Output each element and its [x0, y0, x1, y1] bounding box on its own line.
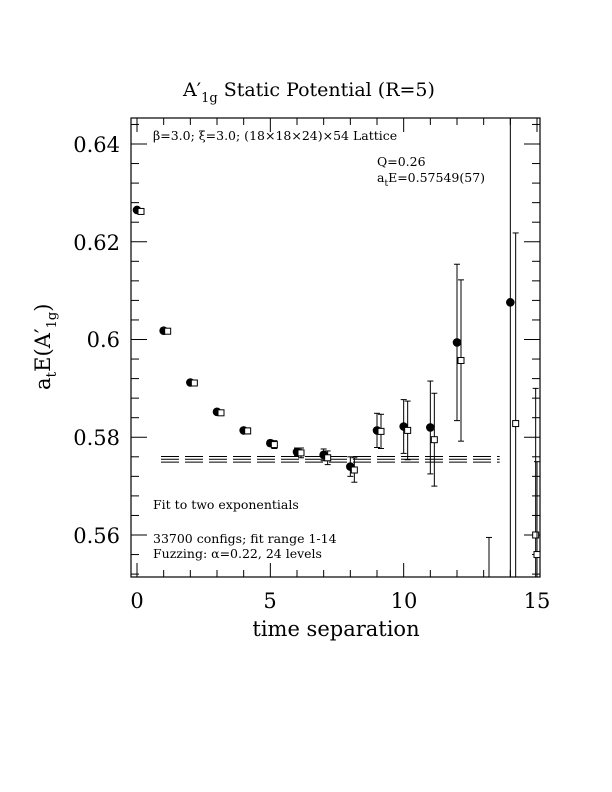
data-points: [132, 118, 541, 577]
data-point-square: [404, 426, 412, 434]
data-point-square: [457, 357, 465, 365]
energy-sub: t: [384, 179, 388, 189]
x-tick-label: 15: [524, 589, 551, 613]
energy-annotation: atE=0.57549(57): [377, 170, 485, 189]
y-tick-label: 0.58: [73, 426, 120, 450]
data-point-square: [190, 379, 198, 387]
data-point-square: [512, 420, 520, 428]
title-sub: 1g: [201, 91, 218, 106]
data-point-square: [244, 427, 252, 435]
ylabel-sub: 1g: [45, 312, 60, 329]
data-point-square: [377, 427, 385, 435]
lattice-annotation: β=3.0; ξ=3.0; (18×18×24)×54 Lattice: [153, 128, 397, 143]
x-tick-label: 10: [391, 589, 418, 613]
y-tick-label: 0.6: [87, 328, 120, 352]
data-point-square: [430, 436, 438, 444]
x-tick-label: 0: [130, 589, 143, 613]
data-point-square: [270, 441, 278, 449]
data-point-square: [532, 531, 540, 539]
energy-a: a: [377, 170, 385, 185]
data-point-square: [297, 449, 305, 457]
x-tick-labels: 0 5 10 15: [130, 589, 550, 613]
plot-frame: [130, 117, 541, 578]
data-point-square: [164, 327, 172, 335]
configs-annotation: 33700 configs; fit range 1-14: [153, 531, 337, 546]
y-axis-label: atE(A′1g): [31, 304, 60, 390]
y-tick-label: 0.56: [73, 524, 120, 548]
title-rest: Static Potential (R=5): [218, 79, 435, 101]
data-point-square: [137, 207, 145, 215]
data-point-square: [217, 409, 225, 417]
fit-annotation: Fit to two exponentials: [153, 497, 299, 512]
energy-rest: E=0.57549(57): [388, 170, 485, 185]
y-tick-label: 0.62: [73, 231, 120, 255]
chart-title: A′1g Static Potential (R=5): [182, 79, 435, 106]
q-annotation: Q=0.26: [377, 154, 426, 169]
data-point-circle: [426, 423, 435, 432]
x-tick-label: 5: [263, 589, 276, 613]
x-axis-label: time separation: [252, 617, 419, 641]
fuzzing-annotation: Fuzzing: α=0.22, 24 levels: [153, 546, 322, 561]
data-point-square: [324, 454, 332, 462]
ylabel-a-sub: t: [44, 371, 60, 377]
ylabel-e: E(A: [31, 332, 55, 372]
y-tick-labels: 0.56 0.58 0.6 0.62 0.64: [73, 133, 120, 548]
ylabel-close: ): [31, 304, 55, 312]
ylabel-prime: ′: [31, 328, 55, 333]
data-point-square: [350, 466, 358, 474]
y-tick-label: 0.64: [73, 133, 120, 157]
title-prime: ′: [197, 79, 201, 101]
ylabel-a: a: [31, 377, 55, 390]
data-point-circle: [452, 338, 462, 347]
title-main: A: [182, 79, 197, 101]
data-point-square: [533, 551, 541, 559]
data-point-circle: [506, 298, 515, 307]
